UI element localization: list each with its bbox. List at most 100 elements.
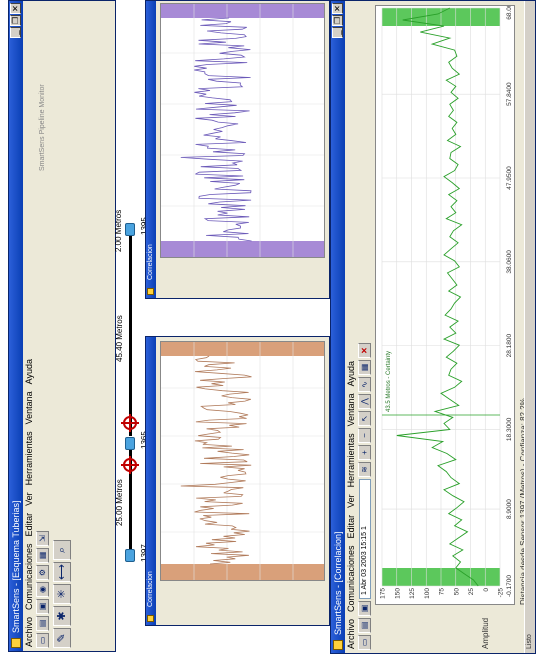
minimize-button[interactable]: _ — [10, 27, 21, 38]
green-menu-herramientas[interactable]: Herramientas — [346, 433, 356, 488]
main-window-title: SmartSens - [Esquema Tuberias] — [11, 500, 21, 633]
print-icon[interactable]: ▣ — [36, 599, 49, 614]
green-window-title: SmartSens - [Correlacion] — [333, 531, 343, 635]
green-menu-ver[interactable]: Ver — [346, 494, 356, 508]
purple-window-title: Correlacion — [147, 244, 154, 280]
mini-band-left — [161, 564, 325, 580]
app-icon — [11, 638, 21, 648]
main-menu-bar: Archivo Comunicaciones Editar Ver Herram… — [23, 1, 35, 651]
peak-icon[interactable]: ⋀ — [358, 394, 371, 409]
pipe-segment-middle — [129, 236, 132, 436]
green-save-icon[interactable]: ▣ — [358, 601, 371, 616]
green-new-icon[interactable]: ▭ — [358, 635, 371, 650]
green-menu-ayuda[interactable]: Ayuda — [346, 360, 356, 387]
green-chart: -25 0 25 50 75 100 125 150 175 -0.1700 8.9000 18.30… — [380, 5, 514, 599]
graph-icon[interactable]: ∿ — [358, 377, 371, 392]
purple-app-icon — [147, 288, 154, 295]
green-open-icon[interactable]: ▤ — [358, 618, 371, 633]
sensor-middle[interactable] — [125, 437, 135, 450]
export-icon[interactable]: ⇲ — [36, 531, 49, 546]
green-toolbar: ▭ ▤ ▣ 1 Abr 03 2003 15:15 1 ≋ + − ↖ ⋀ ∿ … — [357, 1, 372, 653]
green-close-button[interactable]: ✕ — [332, 3, 343, 14]
green-menu-editar[interactable]: Editar — [346, 514, 356, 539]
zoom-in-icon[interactable]: + — [358, 445, 371, 460]
green-y-tick-label: 125 — [409, 588, 416, 599]
green-y-tick-label: 0 — [483, 588, 490, 592]
peak-annotation: 43.5 Metros - Certainty — [386, 351, 392, 412]
header-note: SmartSens Pipeline Monitor — [39, 84, 46, 171]
brown-window-title: Correlacion — [147, 571, 154, 607]
mini-band-right — [161, 341, 325, 356]
brown-correlation-window: Correlacion — [145, 336, 330, 626]
mini-trace-line — [180, 355, 252, 565]
purple-title-bar[interactable]: Correlacion — [146, 1, 156, 298]
menu-item-herramientas[interactable]: Herramientas — [24, 431, 34, 486]
green-menu-ventana[interactable]: Ventana — [346, 393, 356, 427]
green-status-bar: Listo — [524, 1, 535, 653]
menu-item-ventana[interactable]: Ventana — [24, 391, 34, 425]
green-title-bar[interactable]: SmartSens - [Correlacion] _ ❐ ✕ — [331, 1, 345, 653]
table-icon[interactable]: ▦ — [358, 360, 371, 375]
main-title-bar[interactable]: SmartSens - [Esquema Tuberias] _ ❐ ✕ — [9, 1, 23, 651]
open-icon[interactable]: ▤ — [36, 616, 49, 631]
menu-item-ayuda[interactable]: Ayuda — [24, 358, 34, 385]
measure-icon[interactable]: ⟷ — [53, 562, 71, 582]
network-icon[interactable]: ✱ — [53, 606, 71, 626]
sensor-icon[interactable]: ◉ — [36, 582, 49, 597]
menu-item-ver[interactable]: Ver — [24, 492, 34, 506]
green-status-text: Listo — [526, 634, 533, 649]
green-ylabel: Amplitud — [481, 617, 490, 649]
mini-trace-line — [180, 17, 252, 242]
menu-item-archivo[interactable]: Archivo — [24, 616, 34, 647]
green-y-tick-label: -25 — [498, 588, 505, 598]
green-menu-archivo[interactable]: Archivo — [346, 618, 356, 649]
sensor-right[interactable] — [125, 223, 135, 236]
purple-correlation-window: Correlacion — [145, 0, 330, 299]
main-window: SmartSens - [Esquema Tuberias] _ ❐ ✕ Arc… — [8, 0, 116, 652]
brown-title-bar[interactable]: Correlacion — [146, 337, 156, 625]
green-y-tick-label: 175 — [380, 588, 387, 599]
zoom-out-icon[interactable]: − — [358, 428, 371, 443]
green-app-icon — [333, 640, 343, 650]
green-x-tick-label: 57.8400 — [506, 82, 513, 106]
cursor-icon[interactable]: ↖ — [358, 411, 371, 426]
close-button[interactable]: ✕ — [10, 3, 21, 14]
green-minimize-button[interactable]: _ — [332, 27, 343, 38]
new-icon[interactable]: ▭ — [36, 633, 49, 648]
green-x-tick-label: 28.1800 — [506, 333, 513, 357]
network-2-icon[interactable]: ✳ — [53, 584, 71, 604]
green-x-tick-label: 47.9500 — [506, 166, 513, 190]
green-menu-comunicaciones[interactable]: Comunicaciones — [346, 545, 356, 612]
green-x-tick-label: 68.0000 — [506, 5, 513, 20]
brown-plot — [160, 341, 325, 581]
green-x-tick-label: 38.0600 — [506, 250, 513, 274]
menu-item-comunicaciones[interactable]: Comunicaciones — [24, 543, 34, 610]
filter-icon[interactable]: ≋ — [358, 462, 371, 477]
chart-icon[interactable]: ▦ — [36, 548, 49, 563]
green-y-tick-label: 75 — [439, 588, 446, 596]
settings-icon[interactable]: ⚙ — [36, 565, 49, 580]
green-x-tick-label: 18.3000 — [506, 417, 513, 441]
zoom-icon[interactable]: ⌕ — [53, 540, 71, 560]
recording-select[interactable]: 1 Abr 03 2003 15:15 1 — [358, 479, 371, 599]
mini-band-right — [161, 3, 325, 18]
sensor-left[interactable] — [125, 549, 135, 562]
leak-marker-2[interactable] — [123, 416, 137, 430]
segment-left-length: 25.00 Metros — [115, 479, 124, 526]
brown-app-icon — [147, 615, 154, 622]
green-x-tick-label: 8.9000 — [506, 499, 513, 519]
leak-marker-1[interactable] — [123, 458, 137, 472]
pipe-tool-icon[interactable]: ✎ — [53, 628, 71, 648]
cancel-icon[interactable]: ✕ — [358, 343, 371, 358]
green-x-tick-label: -0.1700 — [506, 575, 513, 597]
segment-right-length: 2.00 Metros — [114, 209, 123, 252]
green-menu-bar: Archivo Comunicaciones Editar Ver Herram… — [345, 1, 357, 653]
green-y-tick-label: 100 — [424, 588, 431, 599]
green-restore-button[interactable]: ❐ — [332, 15, 343, 26]
restore-button[interactable]: ❐ — [10, 15, 21, 26]
mini-band-left — [161, 241, 325, 257]
menu-item-editar[interactable]: Editar — [24, 512, 34, 537]
green-series-line — [396, 7, 479, 587]
purple-chart — [161, 3, 325, 257]
